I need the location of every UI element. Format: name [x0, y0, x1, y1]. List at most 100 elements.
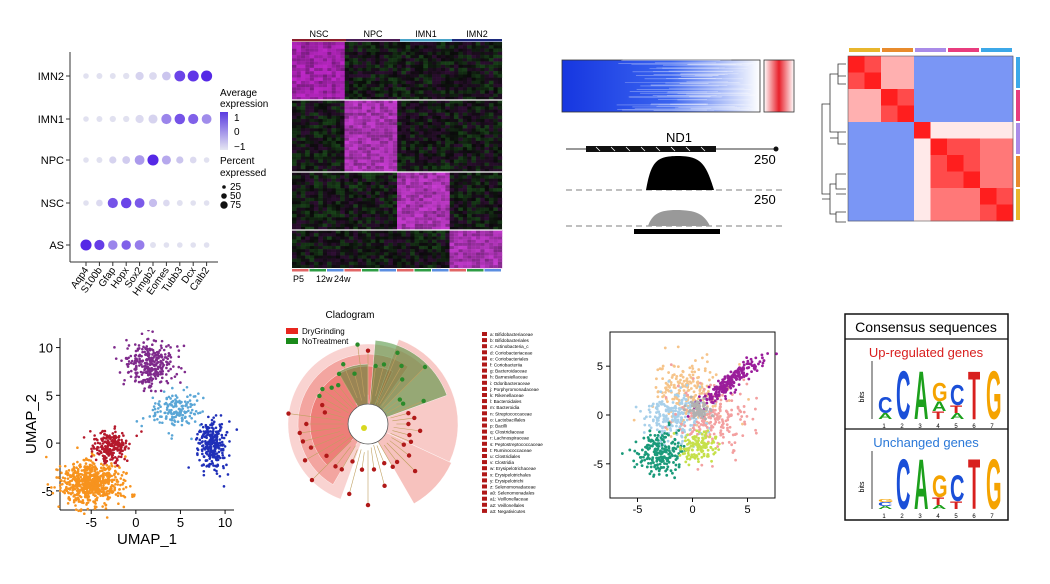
heatmap-cell: [423, 217, 428, 221]
heatmap-cell: [423, 80, 428, 85]
heatmap-cell: [418, 106, 424, 110]
heatmap-cell: [445, 134, 450, 138]
heatmap-cell: [362, 223, 367, 228]
heatmap-cell: [397, 252, 402, 256]
heatmap-cell: [493, 74, 498, 78]
heatmap-cell: [309, 51, 315, 56]
heatmap-cell: [362, 74, 367, 78]
heatmap-cell: [348, 100, 354, 104]
umap-point: [122, 487, 125, 491]
heatmap-cell: [370, 58, 376, 62]
umap-point: [79, 508, 83, 511]
heatmap-cell: [467, 255, 472, 259]
umap-point: [127, 362, 130, 366]
heatmap-cell: [331, 96, 337, 101]
umap-point: [81, 473, 84, 476]
group-label-imn2: IMN2: [466, 29, 488, 39]
heatmap-cell: [383, 156, 389, 160]
heatmap-cell: [348, 45, 354, 49]
heatmap-cell: [331, 121, 337, 126]
heatmap-cell: [405, 165, 411, 170]
umap-point: [140, 360, 144, 363]
heatmap-cell: [344, 258, 350, 262]
heatmap-cell: [362, 96, 367, 101]
heatmap-cell: [383, 153, 389, 157]
umap-point: [89, 487, 93, 491]
heatmap-cell: [484, 159, 490, 163]
heatmap-cell: [427, 51, 433, 56]
heatmap-cell: [335, 264, 341, 269]
heatmap-cell: [305, 140, 310, 145]
heatmap-cell: [436, 181, 442, 186]
heatmap-cell: [335, 83, 341, 88]
heatmap-cell: [436, 175, 442, 179]
heatmap-cell: [362, 81, 367, 85]
heatmap-cell: [467, 153, 472, 157]
heatmap-cell: [300, 204, 306, 208]
heatmap-cell: [397, 118, 402, 123]
corr-cell: [897, 204, 915, 222]
umap-point: [101, 476, 105, 480]
heatmap-cell: [423, 74, 428, 78]
heatmap-cell: [445, 45, 450, 49]
umap-point: [134, 357, 137, 360]
heatmap-cell: [335, 175, 341, 179]
corr-cell: [996, 72, 1014, 90]
group-label-nsc: NSC: [309, 29, 329, 39]
heatmap-cell: [305, 156, 310, 160]
heatmap-cell: [471, 106, 477, 110]
heatmap-cell: [366, 106, 372, 110]
heatmap-cell: [475, 239, 481, 243]
umap-point: [84, 482, 88, 485]
heatmap-cell: [383, 93, 389, 98]
heatmap-cell: [423, 137, 428, 141]
heatmap-cell: [393, 252, 398, 255]
umap-point: [140, 354, 143, 358]
heatmap-cell: [471, 264, 477, 269]
heatmap-cell: [292, 210, 297, 215]
heatmap-cell: [419, 87, 424, 91]
heatmap-cell: [401, 74, 407, 78]
heatmap-cell: [488, 128, 494, 132]
heatmap-cell: [432, 141, 437, 144]
heatmap-cell: [401, 181, 407, 186]
corr-cell: [930, 122, 948, 139]
corr-cell: [848, 105, 865, 123]
heatmap-cell: [475, 230, 481, 234]
heatmap-cell: [471, 181, 477, 186]
umap-point: [87, 479, 90, 483]
heatmap-cell: [335, 77, 341, 81]
heatmap-cell: [484, 194, 490, 199]
corr-cell: [914, 138, 931, 156]
heatmap-cell: [379, 153, 385, 157]
heatmap-cell: [309, 77, 315, 81]
heatmap-cell: [362, 195, 367, 199]
heatmap-cell: [331, 118, 337, 123]
umap-point: [98, 442, 102, 445]
heatmap-cell: [335, 252, 341, 256]
heatmap-cell: [370, 150, 376, 154]
heatmap-cell: [370, 168, 376, 173]
heatmap-cell: [497, 115, 503, 120]
heatmap-cell: [388, 146, 393, 151]
corr-cell: [930, 204, 948, 222]
heatmap-cell: [480, 67, 485, 72]
umap-point: [57, 505, 60, 508]
heatmap-cell: [379, 100, 385, 104]
heatmap-cell: [388, 201, 393, 205]
umap-point: [95, 490, 99, 493]
heatmap-cell: [348, 204, 354, 208]
heatmap-cell: [335, 128, 341, 132]
umap-point: [65, 470, 68, 473]
heatmap-cell: [397, 204, 402, 208]
dot-imn1-calb2: [201, 114, 212, 124]
heatmap-cell: [497, 168, 503, 173]
heatmap-cell: [357, 137, 363, 141]
heatmap-cell: [418, 125, 424, 129]
heatmap-cell: [484, 64, 490, 69]
heatmap-cell: [449, 245, 455, 250]
heatmap-cell: [340, 87, 345, 91]
heatmap-cell: [436, 239, 442, 243]
heatmap-cell: [366, 184, 372, 189]
heatmap-cell: [475, 156, 481, 160]
